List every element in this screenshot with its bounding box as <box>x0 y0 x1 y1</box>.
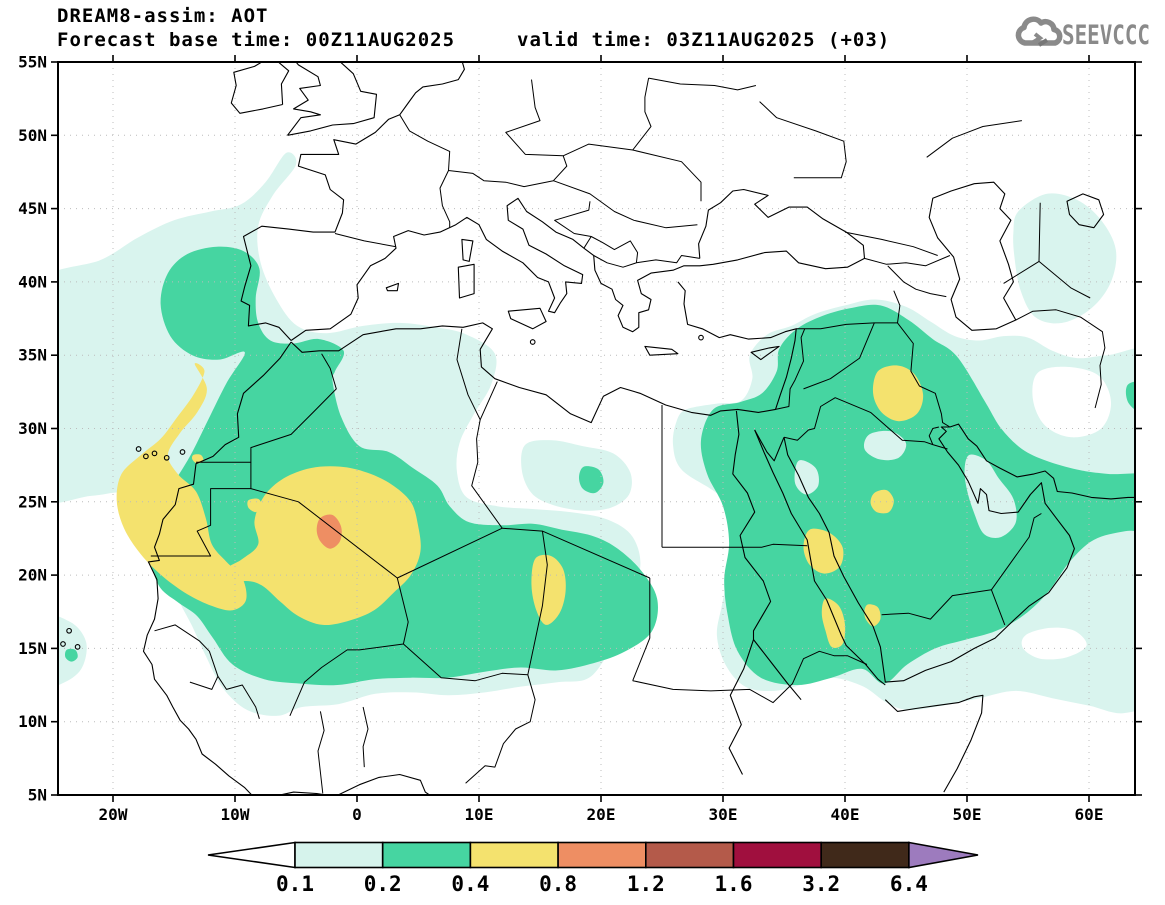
contour-region-0.4 <box>803 528 844 574</box>
legend-value: 0.4 <box>451 872 489 896</box>
contour-region-0.4 <box>116 363 247 611</box>
legend-arrow-right <box>908 841 979 869</box>
contour-hole-white <box>1021 627 1087 660</box>
lat-tick-label: 15N <box>18 639 47 658</box>
contour-hole-0.1 <box>863 430 907 461</box>
contour-region-0.4 <box>872 365 924 422</box>
logo-text: SEEVCCC <box>1062 20 1150 51</box>
lon-tick-label: 60E <box>1075 805 1104 824</box>
contour-region-0.2 <box>700 304 1134 685</box>
lon-tick-label: 30E <box>709 805 738 824</box>
lat-tick-label: 5N <box>28 786 47 805</box>
legend-cell <box>557 841 647 869</box>
lat-tick-label: 20N <box>18 566 47 585</box>
seevccc-logo: SEEVCCC <box>1015 16 1150 51</box>
valid-time: valid time: 03Z11AUG2025 (+03) <box>517 29 891 51</box>
cloud-arrow-icon <box>1015 16 1063 47</box>
lat-tick-label: 55N <box>18 53 47 72</box>
lat-axis-labels: 55N 50N 45N 40N 35N 30N 25N 20N 15N 10N 5N <box>18 53 47 805</box>
lat-tick-label: 35N <box>18 346 47 365</box>
contour-region-0.4 <box>864 604 881 627</box>
legend-value: 0.8 <box>539 872 577 896</box>
contour-fills <box>59 152 1134 716</box>
contour-region-0.8 <box>316 514 342 549</box>
lat-tick-label: 25N <box>18 492 47 511</box>
contour-region-0.2 <box>65 648 78 662</box>
lon-axis-labels: 20W 10W 0 10E 20E 30E 40E 50E 60E <box>99 805 1104 824</box>
legend-cell <box>469 841 559 869</box>
legend-value: 3.2 <box>802 872 840 896</box>
contour-region-0.1 <box>521 440 632 511</box>
country-borders <box>150 77 1106 794</box>
lon-tick-label: 10W <box>221 805 250 824</box>
lat-tick-label: 30N <box>18 419 47 438</box>
page-title: DREAM8-assim: AOT <box>57 5 269 27</box>
lon-tick-label: 0 <box>352 805 362 824</box>
contour-region-0.2 <box>1125 381 1134 409</box>
legend-cell <box>381 841 472 869</box>
contour-hole-white <box>1032 366 1112 438</box>
axis-ticks <box>51 55 1142 802</box>
legend-labels: 0.1 0.2 0.4 0.8 1.2 1.6 3.2 6.4 <box>276 872 928 896</box>
lon-tick-label: 50E <box>953 805 982 824</box>
lon-tick-label: 40E <box>831 805 860 824</box>
lon-tick-label: 10E <box>465 805 494 824</box>
legend-cell <box>820 841 910 869</box>
lon-tick-label: 20W <box>99 805 128 824</box>
lat-tick-label: 50N <box>18 126 47 145</box>
legend-cell <box>644 841 735 869</box>
lat-tick-label: 10N <box>18 712 47 731</box>
contour-region-0.4 <box>223 466 421 626</box>
contour-region-0.4 <box>821 598 846 648</box>
lon-tick-label: 20E <box>587 805 616 824</box>
contour-hole-0.1 <box>964 454 1017 538</box>
legend-arrow-left <box>207 841 296 869</box>
contour-region-0.4 <box>531 554 566 625</box>
legend-value: 1.2 <box>627 872 665 896</box>
lat-tick-label: 40N <box>18 272 47 291</box>
forecast-base-time: Forecast base time: 00Z11AUG2025 <box>57 29 456 51</box>
contour-hole-0.1 <box>794 460 819 495</box>
legend-cell <box>732 841 822 869</box>
contour-region-0.4 <box>870 489 894 514</box>
colorbar-legend: 0.1 0.2 0.4 0.8 1.2 1.6 3.2 6.4 <box>207 841 979 896</box>
contour-region-0.2 <box>578 466 604 494</box>
legend-value: 0.1 <box>276 872 314 896</box>
legend-value: 6.4 <box>890 872 928 896</box>
forecast-times: Forecast base time: 00Z11AUG2025 valid ti… <box>57 29 890 51</box>
legend-value: 1.6 <box>715 872 753 896</box>
lat-tick-label: 45N <box>18 199 47 218</box>
contour-region-0.1 <box>1013 193 1117 324</box>
legend-cell <box>294 841 384 869</box>
coastlines <box>60 63 1134 794</box>
legend-value: 0.2 <box>364 872 402 896</box>
